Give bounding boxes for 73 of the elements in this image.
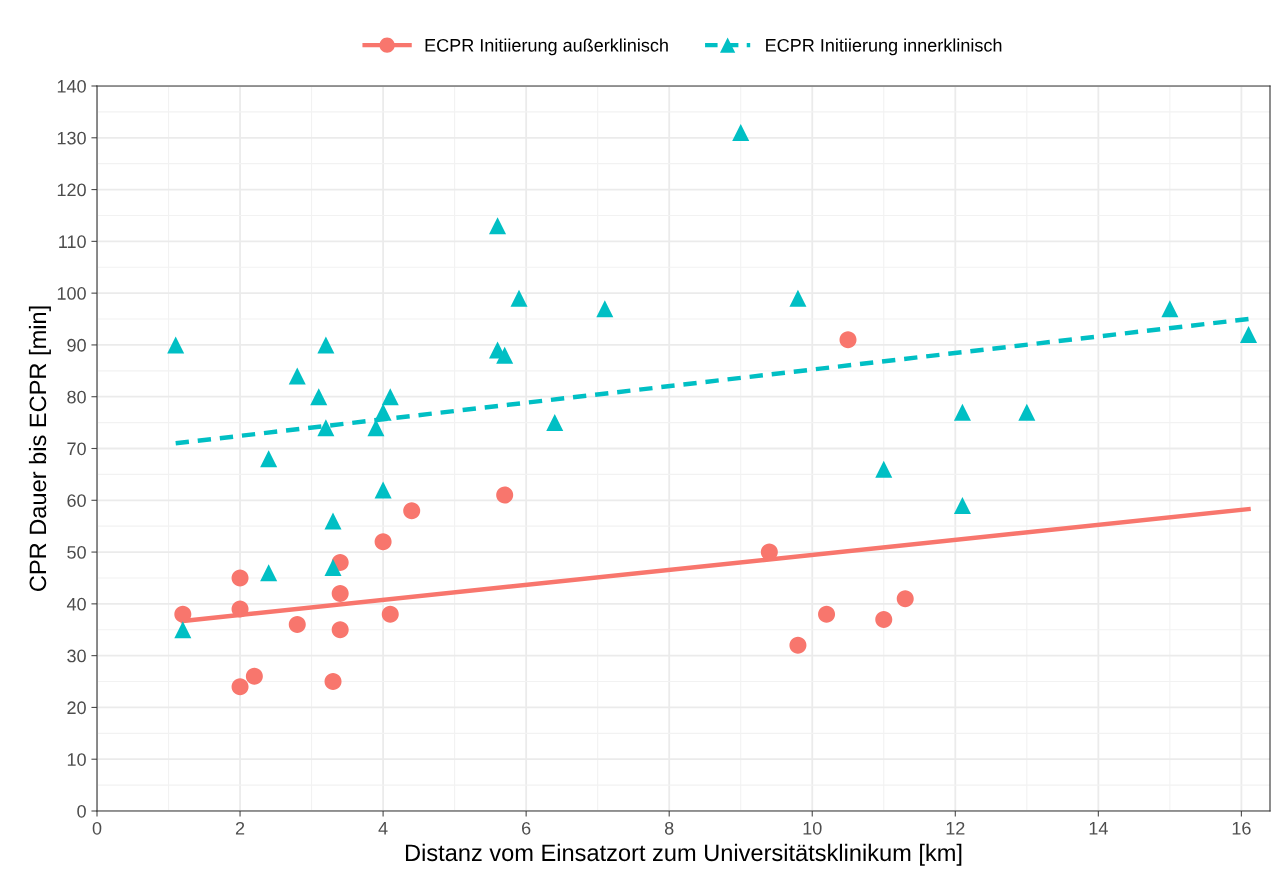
point <box>875 460 893 478</box>
point <box>374 403 392 421</box>
point <box>288 616 306 634</box>
point <box>317 336 335 354</box>
point <box>231 569 249 587</box>
point <box>839 331 857 349</box>
x-tick-label: 6 <box>522 821 531 835</box>
point <box>732 124 750 142</box>
point <box>789 289 807 307</box>
legend-label: ECPR Initiierung außerklinisch <box>425 38 668 56</box>
y-tick-label: 70 <box>67 442 86 456</box>
point <box>1240 326 1258 344</box>
y-tick-label: 140 <box>57 79 86 93</box>
y-tick-label: 40 <box>66 597 86 611</box>
point <box>818 605 836 623</box>
point <box>596 300 614 318</box>
point <box>324 673 342 691</box>
x-tick-label: 10 <box>803 821 822 835</box>
point <box>953 403 971 421</box>
x-tick-label: 2 <box>235 821 245 835</box>
x-tick-label: 14 <box>1089 822 1108 835</box>
point <box>381 605 399 623</box>
point <box>260 564 278 582</box>
point <box>174 605 192 623</box>
point <box>374 533 392 551</box>
x-axis-title: Distanz vom Einsatzort zum Universitätsklinikum [km] <box>405 843 962 866</box>
point <box>174 621 192 639</box>
y-tick-label: 80 <box>67 390 86 404</box>
y-tick-label: 130 <box>57 131 86 145</box>
point <box>1161 300 1179 318</box>
legend-label: ECPR Initiierung innerklinisch <box>766 38 1002 56</box>
y-tick-label: 100 <box>57 287 86 300</box>
point <box>231 600 249 618</box>
y-tick-label: 120 <box>57 183 86 197</box>
point <box>496 346 514 364</box>
point <box>324 559 342 577</box>
point <box>331 584 349 603</box>
point <box>496 486 514 504</box>
y-tick-label: 90 <box>67 338 86 352</box>
point <box>403 502 421 520</box>
point <box>310 388 328 406</box>
point <box>896 590 914 608</box>
point <box>381 388 399 406</box>
y-tick-label: 30 <box>67 649 86 663</box>
x-tick-label: 8 <box>664 821 674 835</box>
point <box>260 450 278 468</box>
point <box>331 621 349 639</box>
x-tick-label: 12 <box>946 821 965 835</box>
x-tick-label: 4 <box>378 822 388 835</box>
point <box>324 512 342 530</box>
x-tick-label: 0 <box>92 821 102 835</box>
y-tick-label: 10 <box>67 753 86 766</box>
point <box>374 481 392 499</box>
y-tick-label: 60 <box>67 494 86 508</box>
point <box>231 678 249 696</box>
point <box>546 414 564 432</box>
x-tick-label: 16 <box>1232 821 1251 835</box>
point <box>953 496 971 514</box>
point <box>367 419 385 437</box>
point <box>317 419 335 437</box>
y-tick-label: 20 <box>67 701 86 715</box>
point <box>167 336 185 354</box>
y-axis-title: CPR Dauer bis ECPR [min] <box>28 306 51 591</box>
y-tick-label: 0 <box>77 804 86 818</box>
y-tick-label: 110 <box>59 235 86 249</box>
point <box>789 636 807 654</box>
point <box>288 367 306 385</box>
point <box>1018 403 1036 421</box>
point <box>489 217 507 235</box>
y-tick-label: 50 <box>67 546 86 559</box>
point <box>875 610 893 628</box>
point <box>510 289 528 307</box>
point <box>245 667 263 685</box>
